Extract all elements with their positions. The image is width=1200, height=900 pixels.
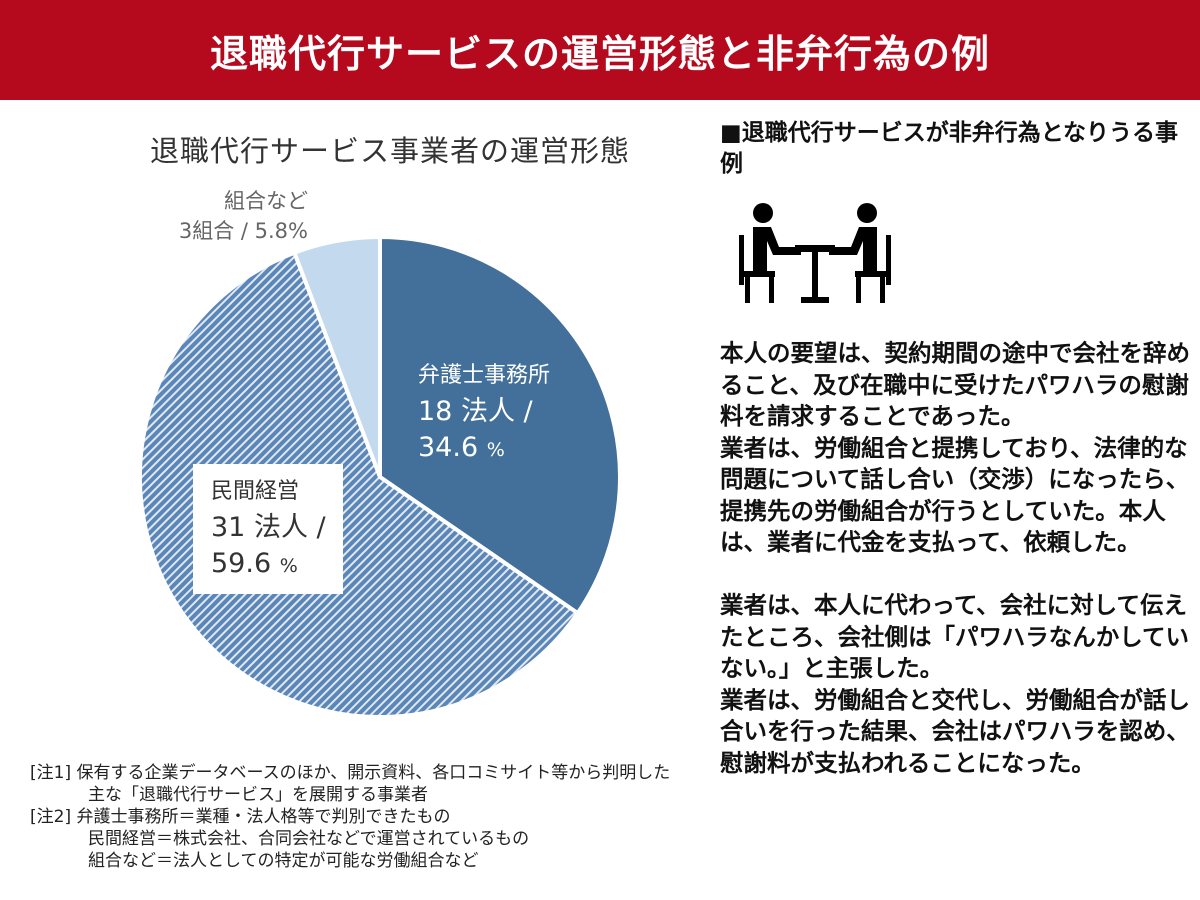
private-pct: 59.6 bbox=[211, 548, 272, 579]
private-value: 31 法人 / bbox=[211, 512, 326, 543]
private-name: 民間経営 bbox=[211, 479, 300, 504]
case-body: 本人の要望は、契約期間の途中で会社を辞めること、及び在職中に受けたパワハラの慰謝… bbox=[720, 339, 1190, 777]
note-1-cont: 主な「退職代行サービス」を展開する事業者 bbox=[88, 785, 428, 805]
note-1: [注1] 保有する企業データベースのほか、開示資料、各口コミサイト等から判明した bbox=[30, 763, 671, 783]
pie-slice-1 bbox=[138, 250, 581, 719]
union-value: 3組合 / 5.8% bbox=[178, 219, 308, 243]
note-2-cont: 組合など＝法人としての特定が可能な労働組合など bbox=[88, 851, 479, 871]
pct-sign: % bbox=[486, 439, 505, 461]
page-header: 退職代行サービスの運営形態と非弁行為の例 bbox=[0, 0, 1200, 100]
page-title: 退職代行サービスの運営形態と非弁行為の例 bbox=[209, 31, 990, 76]
lawyer-value: 18 法人 / bbox=[418, 396, 533, 427]
chart-notes: [注1] 保有する企業データベースのほか、開示資料、各口コミサイト等から判明した… bbox=[30, 762, 670, 872]
case-heading: ■退職代行サービスが非弁行為となりうる事例 bbox=[720, 120, 1179, 177]
pct-sign: % bbox=[279, 555, 298, 577]
note-2-cont: 民間経営＝株式会社、合同会社などで運営されているもの bbox=[88, 829, 530, 849]
label-lawyer: 弁護士事務所 18 法人 / 34.6 % bbox=[418, 358, 550, 468]
pie-slice-2 bbox=[291, 234, 382, 478]
meeting-people-table-icon bbox=[739, 203, 891, 303]
note-2: [注2] 弁護士事務所＝業種・法人格等で判別できたもの bbox=[30, 807, 451, 827]
lawyer-name: 弁護士事務所 bbox=[418, 363, 551, 388]
pie-chart bbox=[138, 234, 622, 719]
union-name: 組合など bbox=[224, 189, 308, 213]
pie-slice-0 bbox=[378, 234, 622, 616]
label-union: 組合など 3組合 / 5.8% bbox=[158, 186, 308, 246]
lawyer-pct: 34.6 bbox=[418, 432, 479, 463]
label-private: 民間経営 31 法人 / 59.6 % bbox=[193, 464, 343, 594]
chart-title: 退職代行サービス事業者の運営形態 bbox=[150, 134, 631, 168]
